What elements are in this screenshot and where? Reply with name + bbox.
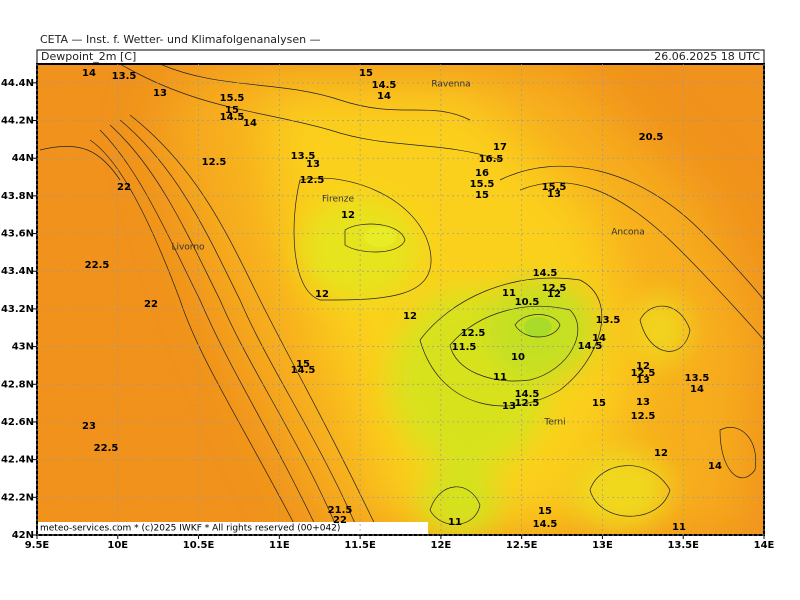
- y-tick-label: 43.2N: [1, 304, 34, 315]
- contour-label: 15.5: [470, 179, 495, 190]
- y-tick-label: 42.2N: [1, 492, 34, 503]
- contour-label: 13.5: [291, 151, 316, 162]
- contour-label: 14.5: [515, 389, 540, 400]
- contour-label: 12.5: [300, 175, 325, 186]
- contour-label: 12: [547, 289, 561, 300]
- y-tick-label: 44.2N: [1, 116, 34, 127]
- city-label: Firenze: [322, 195, 354, 205]
- contour-label: 20.5: [639, 132, 664, 143]
- contour-label: 13: [502, 401, 516, 412]
- contour-label: 22: [117, 182, 131, 193]
- contour-label: 14.5: [220, 112, 245, 123]
- contour-label: 14: [82, 68, 96, 79]
- contours: [39, 64, 764, 535]
- y-tick-label: 44N: [12, 153, 34, 164]
- x-tick-label: 13E: [592, 540, 613, 551]
- valid-time: 26.06.2025 18 UTC: [654, 50, 760, 63]
- contour-label: 15: [225, 105, 239, 116]
- city-label: Terni: [543, 418, 565, 428]
- x-tick-label: 12E: [431, 540, 452, 551]
- contour-label: 14.5: [291, 365, 316, 376]
- contour-label: 15: [475, 190, 489, 201]
- y-tick-label: 42N: [12, 530, 34, 541]
- y-tick-label: 43.6N: [1, 229, 34, 240]
- contour-label: 11: [493, 372, 507, 383]
- contour-label: 13: [636, 375, 650, 386]
- contour-label: 15: [592, 398, 606, 409]
- contour-label: 12: [636, 361, 650, 372]
- contour-label: 23: [82, 421, 96, 432]
- contour-label: 22: [333, 515, 347, 526]
- x-tick-label: 11.5E: [344, 540, 376, 551]
- city-label: Ravenna: [431, 80, 470, 90]
- x-tick-label: 11E: [269, 540, 290, 551]
- contour-label: 13.5: [596, 315, 621, 326]
- x-tick-label: 9.5E: [25, 540, 50, 551]
- contour-label: 10: [511, 352, 525, 363]
- contour-label: 11: [448, 517, 462, 528]
- contour-label: 11.5: [452, 342, 477, 353]
- contour-label: 22.5: [94, 443, 119, 454]
- contour-label: 10.5: [515, 297, 540, 308]
- contour-label: 14.5: [372, 80, 397, 91]
- contour-label: 17: [493, 142, 507, 153]
- contour-label: 12.5: [202, 157, 227, 168]
- footer-box: [38, 522, 428, 534]
- y-tick-label: 43.4N: [1, 266, 34, 277]
- institute: CETA — Inst. f. Wetter- und Klimafolgena…: [40, 33, 321, 46]
- contour-label: 15: [296, 359, 310, 370]
- contour-label: 12: [315, 289, 329, 300]
- contour-label: 14: [377, 91, 391, 102]
- footer: meteo-services.com * (c)2025 IWKF * All …: [40, 524, 340, 534]
- contour-label: 15: [359, 68, 373, 79]
- y-tick-label: 43N: [12, 342, 34, 353]
- contour-label: 11: [502, 288, 516, 299]
- contour-label: 13.5: [112, 71, 137, 82]
- contour-label: 15.5: [220, 93, 245, 104]
- y-tick-label: 42.4N: [1, 455, 34, 466]
- contour-label: 15.5: [542, 182, 567, 193]
- contour-label: 14: [690, 384, 704, 395]
- city-label: Ancona: [611, 228, 645, 238]
- contour-label: 21.5: [328, 505, 353, 516]
- contour-label: 13: [153, 88, 167, 99]
- contour-label: 12: [403, 311, 417, 322]
- contour-label: 12.5: [631, 411, 656, 422]
- contour-label: 14.5: [578, 341, 603, 352]
- y-tick-label: 42.6N: [1, 417, 34, 428]
- x-tick-label: 10.5E: [183, 540, 215, 551]
- x-tick-label: 14E: [754, 540, 775, 551]
- contour-label: 14: [592, 333, 606, 344]
- x-tick-label: 10E: [107, 540, 128, 551]
- contour-label: 12: [654, 448, 668, 459]
- contour-label: 22.5: [85, 260, 110, 271]
- contour-label: 14: [243, 118, 257, 129]
- city-label: Livorno: [171, 243, 205, 253]
- contour-label: 14.5: [533, 519, 558, 530]
- field-name: Dewpoint_2m [C]: [41, 50, 136, 63]
- contour-label: 13: [636, 397, 650, 408]
- contour-label: 13: [547, 189, 561, 200]
- contour-label: 11: [672, 522, 686, 533]
- contour-label: 12.5: [631, 368, 656, 379]
- x-tick-label: 13.5E: [667, 540, 699, 551]
- map-field: [37, 64, 764, 535]
- y-tick-label: 43.8N: [1, 191, 34, 202]
- y-tick-label: 44.4N: [1, 78, 34, 89]
- x-tick-label: 12.5E: [506, 540, 538, 551]
- contour-label: 12: [341, 210, 355, 221]
- contour-label: 16.5: [479, 154, 504, 165]
- contour-label: 14: [708, 461, 722, 472]
- contour-label: 16: [475, 168, 489, 179]
- contour-label: 12.5: [515, 398, 540, 409]
- contour-label: 12.5: [461, 328, 486, 339]
- contour-label: 14.5: [533, 268, 558, 279]
- contour-label: 15: [538, 506, 552, 517]
- contour-label: 12.5: [542, 283, 567, 294]
- contour-label: 13.5: [685, 373, 710, 384]
- y-tick-label: 42.8N: [1, 379, 34, 390]
- contour-label: 13: [306, 159, 320, 170]
- contour-label: 22: [144, 299, 158, 310]
